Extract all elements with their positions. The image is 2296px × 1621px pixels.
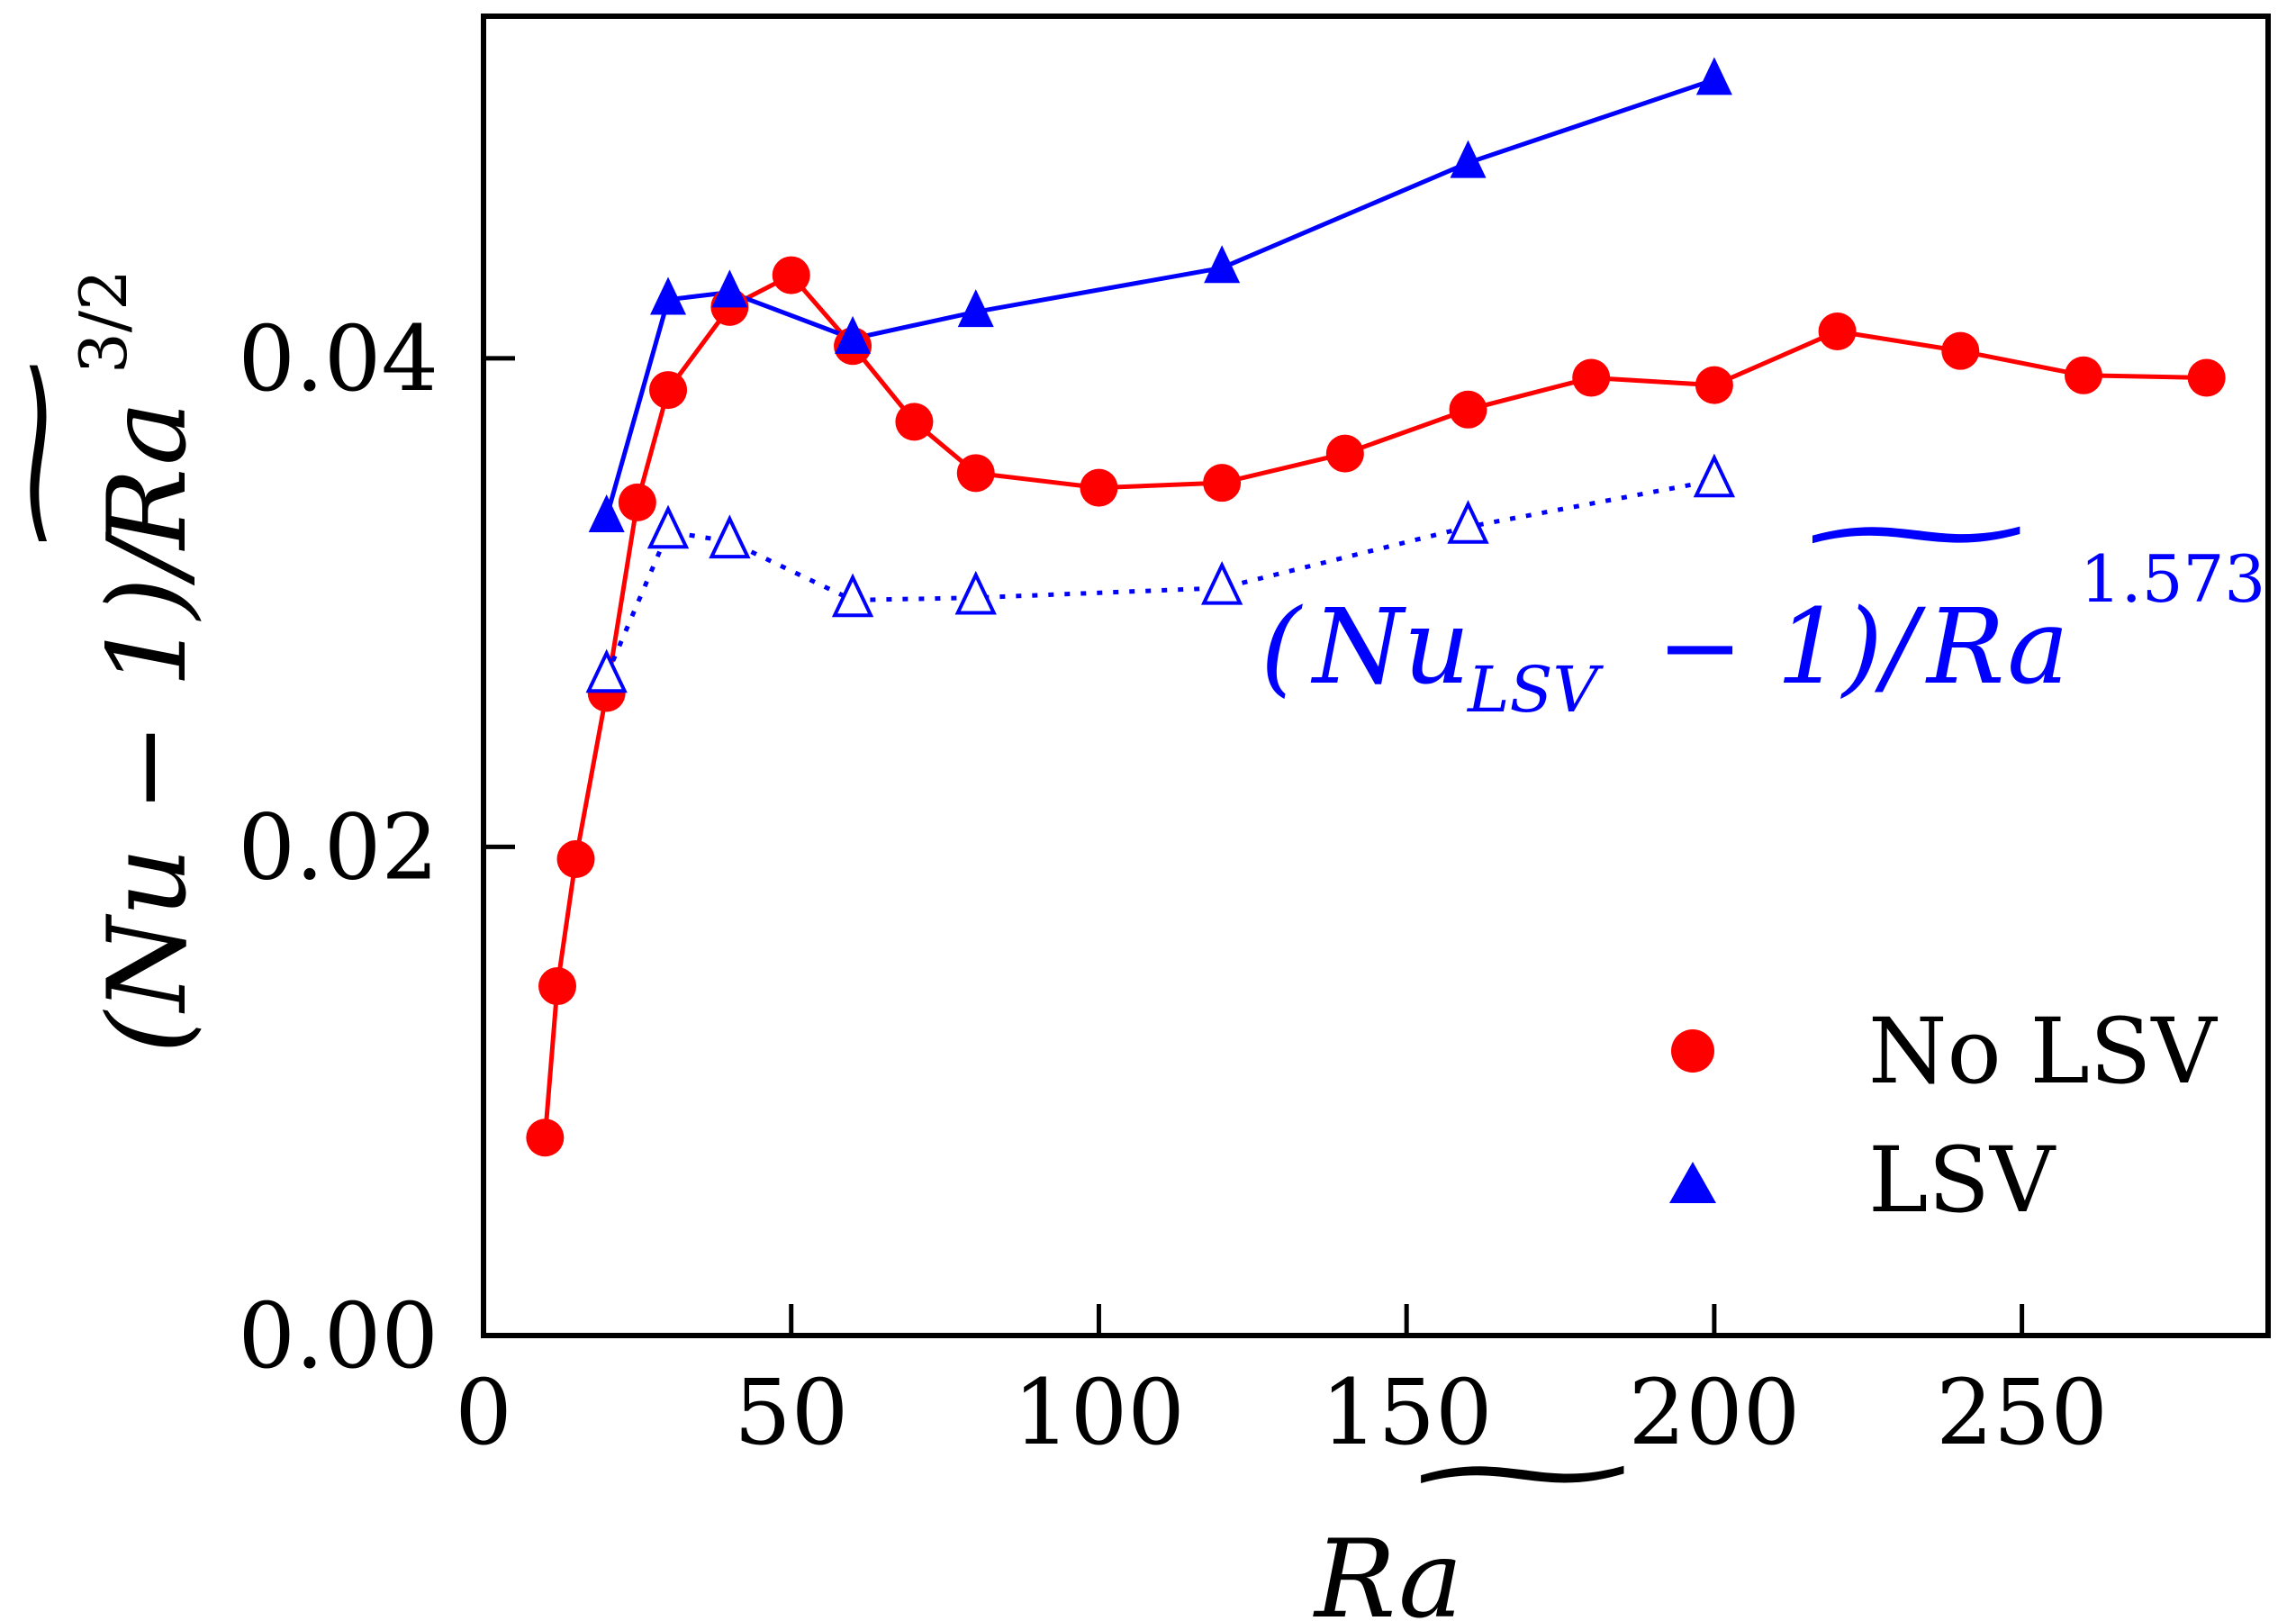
y-axis-title-ra: Ra xyxy=(86,401,211,551)
data-point-no-lsv xyxy=(1572,358,1611,397)
annotation: ( Nu LSV − 1)/ Ra ~ 1.573 xyxy=(1261,472,2265,727)
legend-marker-no-lsv xyxy=(1671,1029,1714,1073)
data-point-no-lsv xyxy=(1080,468,1118,507)
annotation-ra: Ra xyxy=(1925,587,2069,708)
data-point-lsv xyxy=(1695,57,1732,95)
annotation-sub: LSV xyxy=(1466,653,1604,727)
data-point-scaled-lsv xyxy=(1693,453,1736,498)
x-tick-label: 0 xyxy=(455,1360,512,1465)
y-axis-title: (Nu − 1)/ Ra ~ 3/2 xyxy=(0,269,211,1054)
data-point-scaled-lsv xyxy=(709,514,751,559)
annotation-exponent: 1.573 xyxy=(2080,541,2265,617)
data-point-scaled-lsv xyxy=(585,648,628,693)
data-point-no-lsv xyxy=(556,839,595,878)
axis-ticks xyxy=(481,356,2025,1338)
x-tick-label: 250 xyxy=(1936,1360,2108,1465)
data-point-lsv xyxy=(650,276,687,315)
legend-marker-lsv xyxy=(1669,1162,1716,1203)
x-axis-title-ra: Ra xyxy=(1313,1517,1463,1621)
legend-label-no-lsv: No LSV xyxy=(1868,999,2218,1104)
x-tick-label: 150 xyxy=(1321,1360,1493,1465)
data-point-no-lsv xyxy=(649,371,688,410)
data-point-no-lsv xyxy=(526,1118,565,1157)
data-point-no-lsv xyxy=(1818,312,1857,350)
annotation-nu: Nu xyxy=(1310,587,1470,708)
annotation-open: ( xyxy=(1261,587,1303,708)
tick-labels: 0 50 100 150 200 250 0.00 0.02 0.04 xyxy=(238,306,2108,1465)
data-point-no-lsv xyxy=(538,967,577,1006)
data-point-no-lsv xyxy=(2187,358,2226,397)
y-tick-label: 0.04 xyxy=(238,306,438,412)
data-point-no-lsv xyxy=(895,403,934,441)
x-axis-title: Ra ~ xyxy=(1313,1408,1659,1621)
data-point-no-lsv xyxy=(2064,356,2102,394)
data-point-scaled-lsv xyxy=(1200,560,1243,605)
y-axis-title-exponent: 3/2 xyxy=(66,269,141,374)
series-line-1 xyxy=(604,77,1715,518)
annotation-tilde: ~ xyxy=(1777,472,2055,593)
y-axis-title-tilde: ~ xyxy=(0,336,97,571)
annotation-rest: − 1)/ xyxy=(1657,587,1927,708)
data-point-no-lsv xyxy=(1325,434,1364,473)
data-point-no-lsv xyxy=(1941,331,1980,370)
x-tick-label: 50 xyxy=(734,1360,848,1465)
data-point-no-lsv xyxy=(1203,464,1242,503)
series-markers xyxy=(526,57,2226,1157)
data-point-scaled-lsv xyxy=(954,570,997,615)
x-axis-title-tilde: ~ xyxy=(1387,1408,1659,1535)
data-point-lsv xyxy=(835,315,872,354)
data-point-no-lsv xyxy=(772,256,810,294)
data-point-no-lsv xyxy=(956,454,995,493)
y-tick-label: 0.02 xyxy=(238,794,438,900)
y-axis-title-main: (Nu − 1)/ xyxy=(86,531,211,1054)
plot-frame xyxy=(481,14,2271,1338)
series-line-2 xyxy=(604,478,1715,677)
legend: No LSV LSV xyxy=(1669,999,2218,1233)
data-point-no-lsv xyxy=(618,483,656,521)
data-point-lsv xyxy=(957,289,994,328)
x-tick-label: 100 xyxy=(1013,1360,1185,1465)
data-point-scaled-lsv xyxy=(831,573,874,618)
legend-label-lsv: LSV xyxy=(1868,1127,2056,1233)
data-point-no-lsv xyxy=(1695,366,1733,404)
data-point-lsv xyxy=(1450,140,1487,178)
data-point-scaled-lsv xyxy=(1447,500,1489,544)
data-point-lsv xyxy=(1204,245,1241,284)
data-point-lsv xyxy=(711,269,748,308)
y-tick-label: 0.00 xyxy=(238,1283,438,1389)
data-point-lsv xyxy=(588,494,625,532)
x-tick-label: 200 xyxy=(1628,1360,1800,1465)
data-point-scaled-lsv xyxy=(646,504,690,549)
data-point-no-lsv xyxy=(1449,390,1487,429)
